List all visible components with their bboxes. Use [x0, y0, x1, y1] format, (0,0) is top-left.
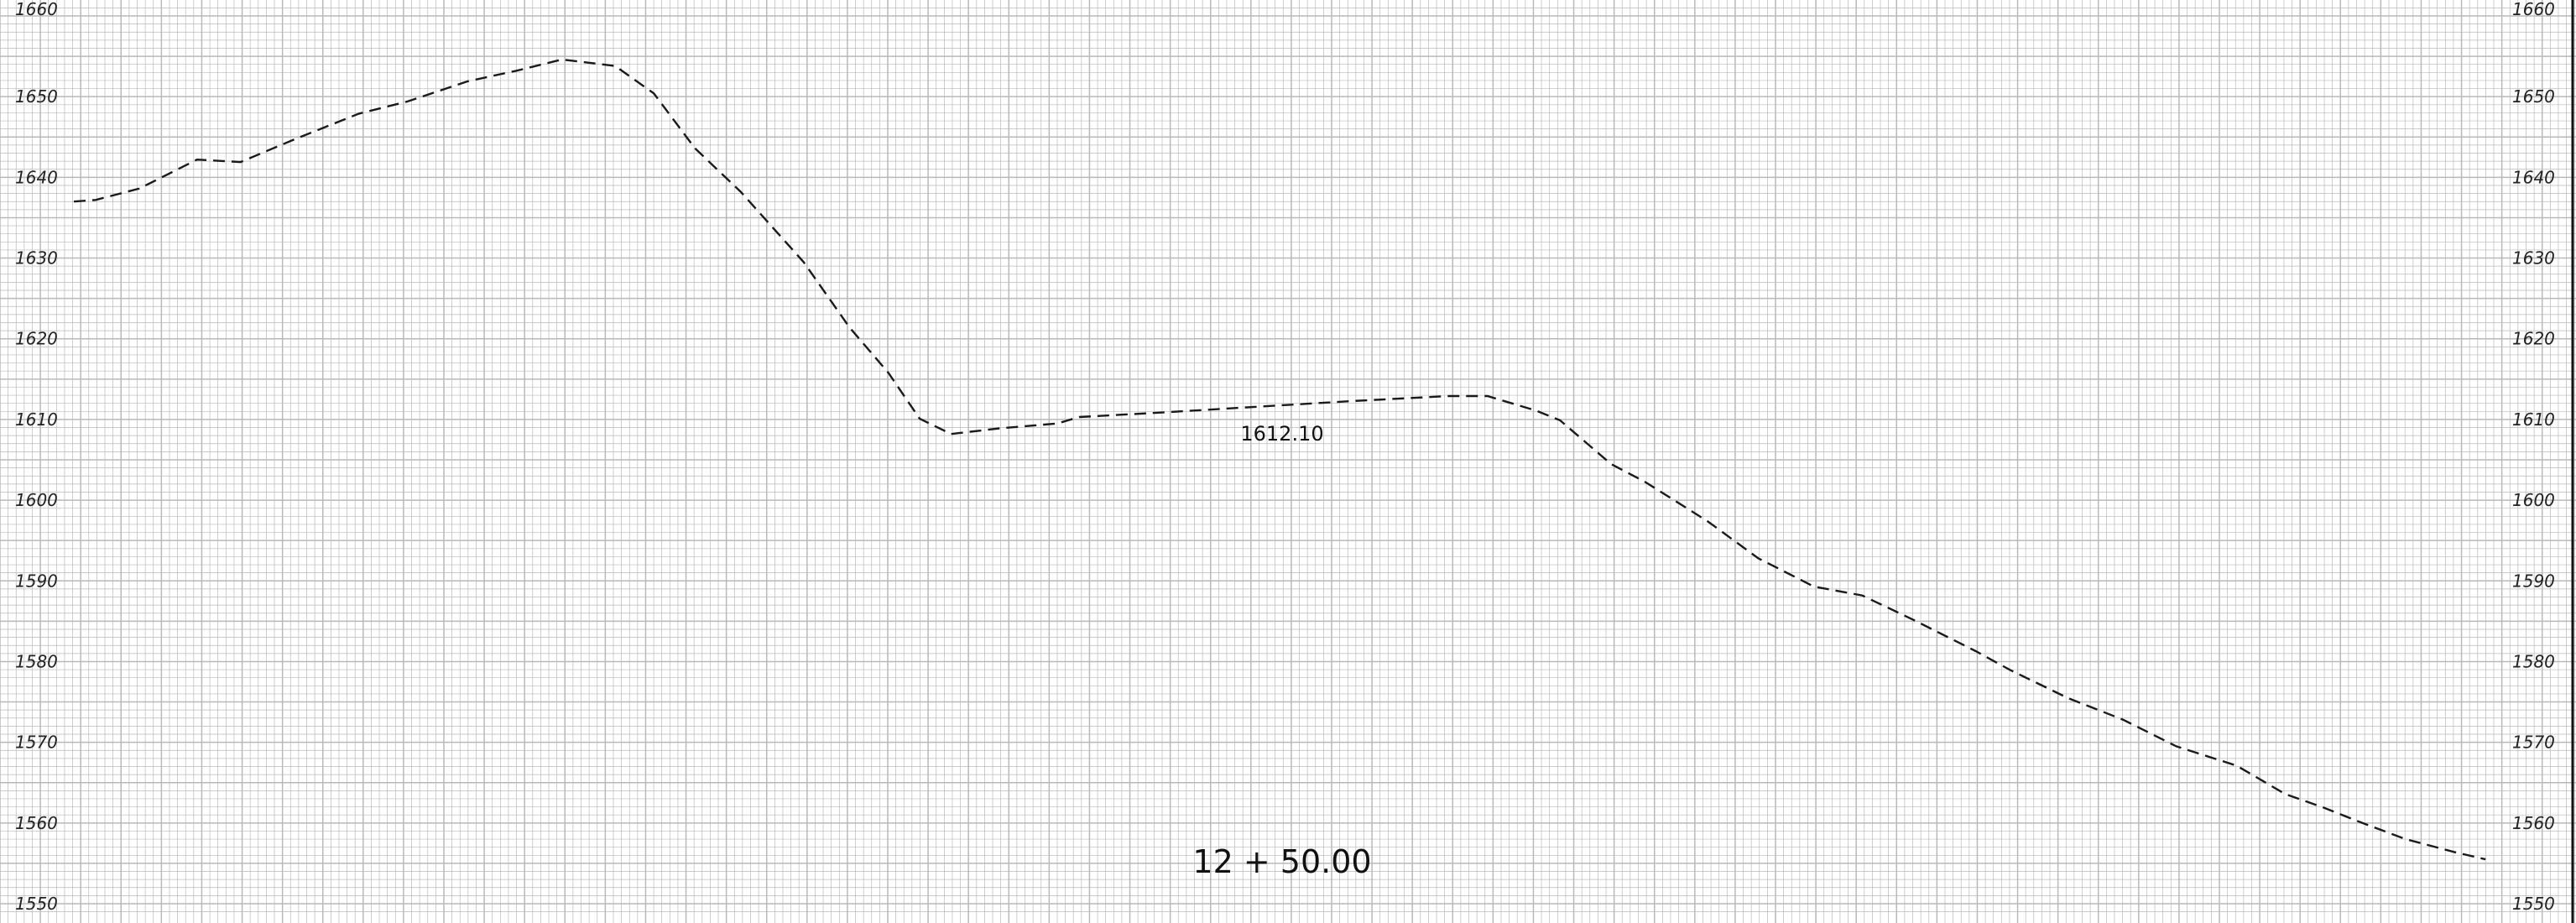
y-axis-right: 1660 1650 1640 1630 1620 1610 1600 1590 1580 1570… [2512, 0, 2555, 914]
ground-profile-line [73, 58, 2486, 861]
y-tick-label-right: 1560 [2512, 813, 2555, 833]
y-tick-label-left: 1620 [15, 329, 58, 349]
y-tick-label-right: 1580 [2512, 652, 2555, 672]
y-tick-label-left: 1580 [15, 652, 58, 672]
y-tick-label-right: 1630 [2512, 248, 2555, 269]
y-tick-label-right: 1570 [2512, 733, 2555, 753]
y-tick-label-left: 1660 [15, 0, 58, 19]
station-label: 12 + 50.00 [1192, 843, 1371, 880]
y-tick-label-left: 1610 [15, 409, 58, 430]
y-tick-label-left: 1560 [15, 813, 58, 833]
y-tick-label-right: 1550 [2512, 894, 2555, 914]
y-tick-label-left: 1570 [15, 733, 58, 753]
elevation-annotation: 1612.10 [1240, 422, 1323, 446]
y-tick-label-right: 1650 [2512, 86, 2555, 107]
y-axis-left: 1660 1650 1640 1630 1620 1610 1600 1590 1580 1570… [15, 0, 58, 914]
y-tick-label-left: 1600 [15, 490, 58, 510]
y-tick-label-left: 1590 [15, 571, 58, 591]
y-tick-label-right: 1590 [2512, 571, 2555, 591]
y-tick-label-right: 1610 [2512, 409, 2555, 430]
y-tick-label-right: 1640 [2512, 167, 2555, 187]
y-tick-label-left: 1630 [15, 248, 58, 269]
y-tick-label-right: 1620 [2512, 329, 2555, 349]
y-tick-label-right: 1660 [2512, 0, 2555, 19]
y-tick-label-left: 1550 [15, 894, 58, 914]
y-tick-label-right: 1600 [2512, 490, 2555, 510]
y-tick-label-left: 1650 [15, 86, 58, 107]
y-tick-label-left: 1640 [15, 167, 58, 187]
